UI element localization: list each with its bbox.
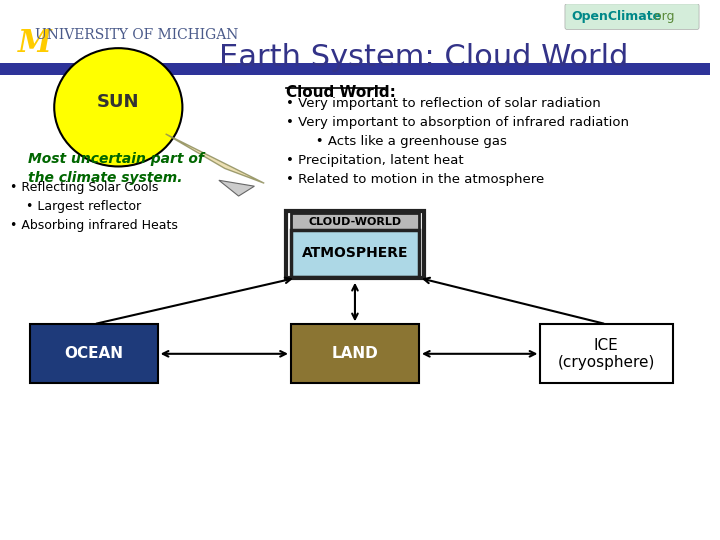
Text: ATMOSPHERE: ATMOSPHERE: [302, 246, 408, 260]
Text: SUN: SUN: [97, 93, 140, 111]
Bar: [30, 324, 158, 383]
Text: OpenClimate: OpenClimate: [572, 10, 662, 23]
Text: CLOUD-WORLD: CLOUD-WORLD: [308, 217, 402, 227]
Polygon shape: [219, 180, 254, 196]
Bar: [291, 324, 419, 383]
Bar: [286, 211, 424, 278]
Bar: [0, 63, 710, 75]
Bar: [540, 324, 673, 383]
Text: • Very important to reflection of solar radiation
• Very important to absorption: • Very important to reflection of solar …: [286, 97, 629, 186]
Ellipse shape: [54, 48, 182, 166]
Text: M: M: [18, 29, 52, 59]
Text: Most uncertain part of
the climate system.: Most uncertain part of the climate syste…: [27, 152, 204, 185]
Text: .org: .org: [651, 10, 675, 23]
Text: LAND: LAND: [332, 346, 378, 361]
Bar: [291, 213, 419, 231]
Text: Cloud World:: Cloud World:: [286, 85, 396, 100]
Text: UNIVERSITY OF MICHIGAN: UNIVERSITY OF MICHIGAN: [35, 29, 239, 43]
FancyBboxPatch shape: [565, 4, 699, 29]
Text: ICE
(cryosphere): ICE (cryosphere): [558, 338, 655, 370]
Polygon shape: [166, 134, 264, 183]
Text: OCEAN: OCEAN: [64, 346, 123, 361]
Bar: [291, 230, 419, 277]
Text: • Reflecting Solar Cools
    • Largest reflector
• Absorbing infrared Heats: • Reflecting Solar Cools • Largest refle…: [10, 181, 178, 232]
Text: Earth System: Cloud World: Earth System: Cloud World: [220, 43, 629, 72]
